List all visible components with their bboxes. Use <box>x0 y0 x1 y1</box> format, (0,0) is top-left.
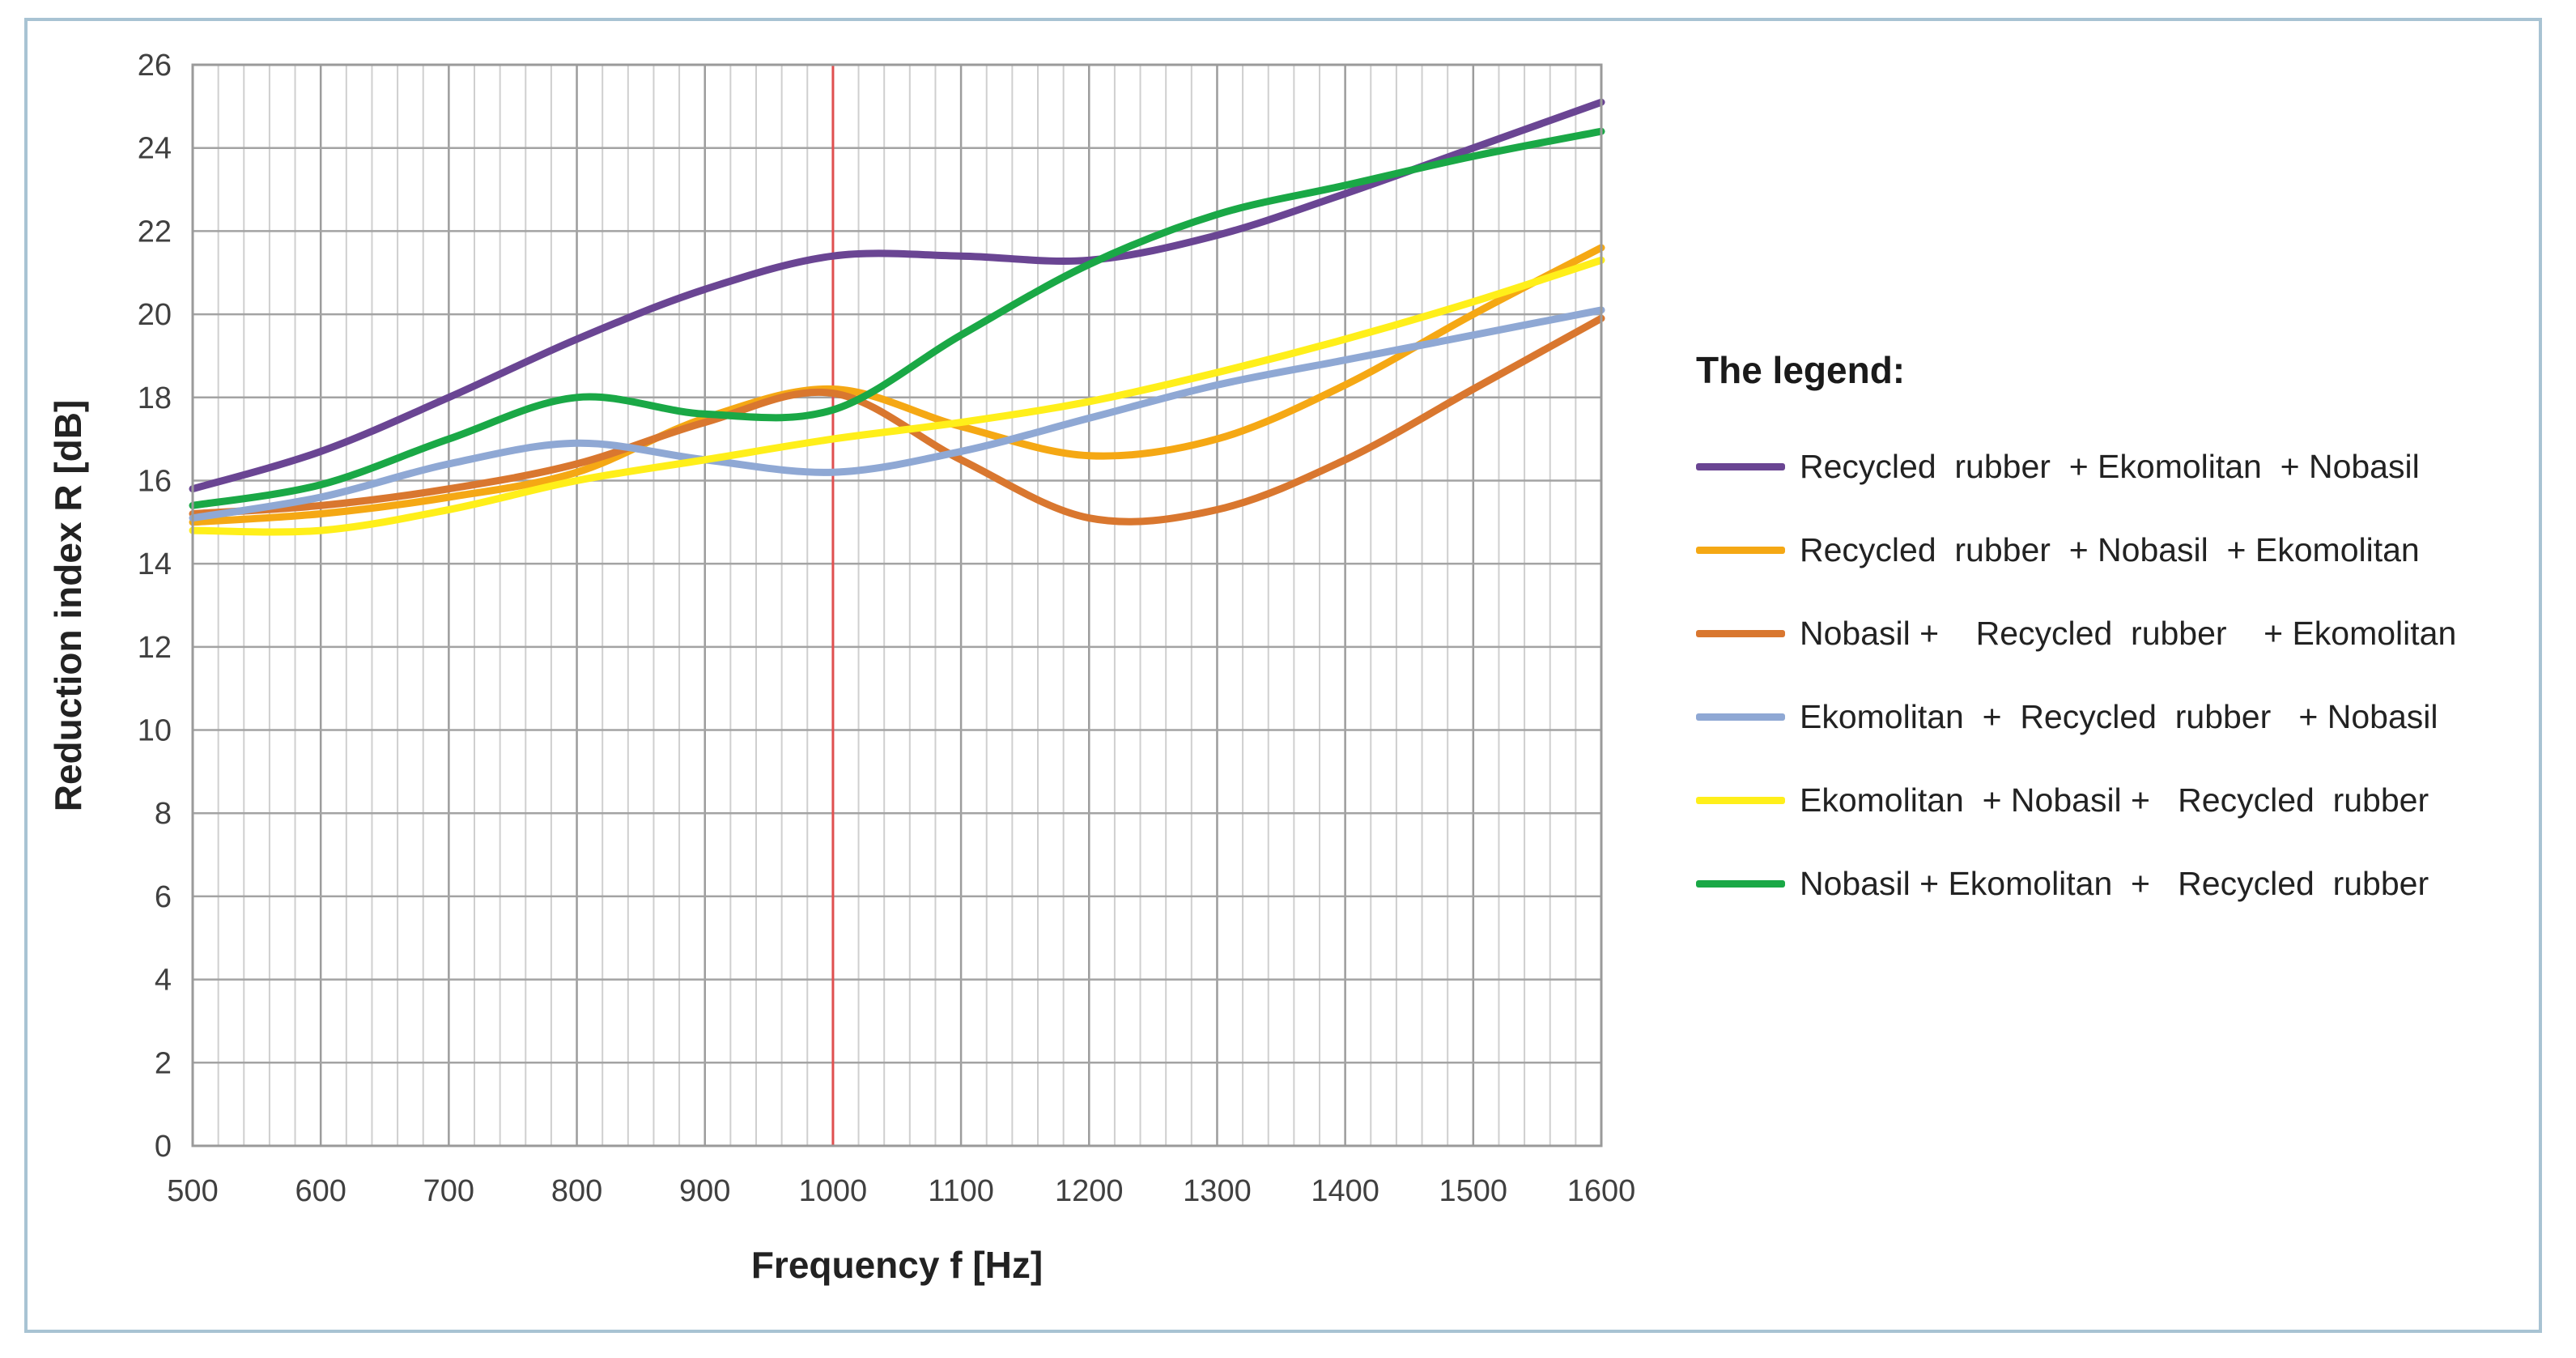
legend-swatch <box>1696 546 1785 554</box>
y-tick-label: 12 <box>138 631 172 665</box>
x-tick-label: 1400 <box>1311 1174 1379 1208</box>
y-tick-label: 22 <box>138 215 172 249</box>
series-line-4 <box>189 306 1605 522</box>
x-tick-label: 1600 <box>1567 1174 1636 1208</box>
series-line-6 <box>189 127 1605 509</box>
legend-label: Ekomolitan + Nobasil + Recycled rubber <box>1800 781 2429 819</box>
legend-item-5: Ekomolitan + Nobasil + Recycled rubber <box>1696 776 2429 824</box>
y-tick-label: 16 <box>138 464 172 498</box>
x-tick-label: 1200 <box>1055 1174 1124 1208</box>
legend-item-6: Nobasil + Ekomolitan + Recycled rubber <box>1696 859 2429 908</box>
x-tick-label: 1500 <box>1439 1174 1508 1208</box>
legend-label: Recycled rubber + Ekomolitan + Nobasil <box>1800 447 2420 485</box>
x-tick-labels: 500 600 700 800 900 1000 1100 1200 1300 1400 1500 1… <box>167 1174 1635 1208</box>
y-tick-label: 24 <box>138 132 172 166</box>
legend-item-1: Recycled rubber + Ekomolitan + Nobasil <box>1696 442 2420 491</box>
x-tick-label: 800 <box>551 1174 602 1208</box>
y-axis-label: Reduction index R [dB] <box>47 400 89 812</box>
series-line-1 <box>189 98 1605 493</box>
legend-label: Recycled rubber + Nobasil + Ekomolitan <box>1800 530 2420 568</box>
x-axis-label: Frequency f [Hz] <box>751 1244 1043 1286</box>
legend-item-2: Recycled rubber + Nobasil + Ekomolitan <box>1696 526 2420 574</box>
x-tick-label: 1000 <box>799 1174 868 1208</box>
plot-border <box>191 63 1603 1147</box>
legend-swatch <box>1696 713 1785 721</box>
legend-swatch <box>1696 879 1785 888</box>
vertical-gridlines <box>217 65 1577 1146</box>
y-tick-label: 6 <box>155 880 172 914</box>
legend-label: Nobasil + Recycled rubber + Ekomolitan <box>1800 614 2457 652</box>
y-tick-label: 4 <box>155 964 172 998</box>
legend-label: Nobasil + Ekomolitan + Recycled rubber <box>1800 864 2429 902</box>
legend-swatch <box>1696 462 1785 470</box>
legend-label: Ekomolitan + Recycled rubber + Nobasil <box>1800 697 2438 735</box>
x-tick-label: 700 <box>423 1174 474 1208</box>
legend-swatch <box>1696 629 1785 637</box>
y-tick-label: 14 <box>138 547 172 581</box>
series-line-2 <box>189 244 1605 526</box>
x-tick-label: 600 <box>295 1174 346 1208</box>
plot-background <box>193 65 1601 1146</box>
y-tick-label: 18 <box>138 381 172 415</box>
legend-item-3: Nobasil + Recycled rubber + Ekomolitan <box>1696 609 2456 658</box>
y-tick-label: 2 <box>155 1046 172 1080</box>
legend-swatch <box>1696 796 1785 804</box>
series-lines <box>189 98 1605 536</box>
legend-item-4: Ekomolitan + Recycled rubber + Nobasil <box>1696 692 2438 741</box>
series-line-5 <box>189 256 1605 536</box>
y-tick-label: 26 <box>138 49 172 83</box>
x-tick-label: 500 <box>167 1174 218 1208</box>
y-tick-label: 8 <box>155 797 172 831</box>
y-tick-label: 10 <box>138 714 172 748</box>
x-tick-label: 1300 <box>1183 1174 1252 1208</box>
y-tick-label: 0 <box>155 1130 172 1164</box>
series-line-3 <box>189 314 1605 526</box>
y-tick-label: 20 <box>138 298 172 332</box>
x-tick-label: 1100 <box>928 1174 994 1208</box>
legend-title: The legend: <box>1696 349 1906 391</box>
horizontal-gridlines <box>193 147 1601 1064</box>
x-tick-label: 900 <box>679 1174 730 1208</box>
